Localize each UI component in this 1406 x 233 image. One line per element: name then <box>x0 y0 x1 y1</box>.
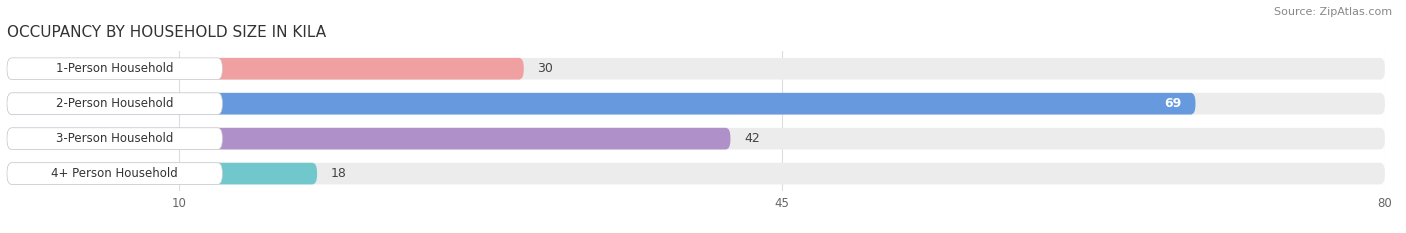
FancyBboxPatch shape <box>7 163 1385 185</box>
Text: 18: 18 <box>330 167 347 180</box>
Text: 1-Person Household: 1-Person Household <box>56 62 173 75</box>
FancyBboxPatch shape <box>7 58 222 80</box>
FancyBboxPatch shape <box>7 93 222 115</box>
Text: 69: 69 <box>1164 97 1181 110</box>
Text: 4+ Person Household: 4+ Person Household <box>51 167 179 180</box>
FancyBboxPatch shape <box>7 163 222 185</box>
FancyBboxPatch shape <box>7 93 1385 115</box>
FancyBboxPatch shape <box>7 163 318 185</box>
Text: 3-Person Household: 3-Person Household <box>56 132 173 145</box>
FancyBboxPatch shape <box>7 128 222 150</box>
Text: 30: 30 <box>537 62 554 75</box>
FancyBboxPatch shape <box>7 58 524 80</box>
FancyBboxPatch shape <box>7 128 1385 150</box>
FancyBboxPatch shape <box>7 93 1195 115</box>
Text: 42: 42 <box>744 132 761 145</box>
Text: OCCUPANCY BY HOUSEHOLD SIZE IN KILA: OCCUPANCY BY HOUSEHOLD SIZE IN KILA <box>7 25 326 40</box>
FancyBboxPatch shape <box>7 128 731 150</box>
Text: Source: ZipAtlas.com: Source: ZipAtlas.com <box>1274 7 1392 17</box>
FancyBboxPatch shape <box>7 58 1385 80</box>
Text: 2-Person Household: 2-Person Household <box>56 97 173 110</box>
